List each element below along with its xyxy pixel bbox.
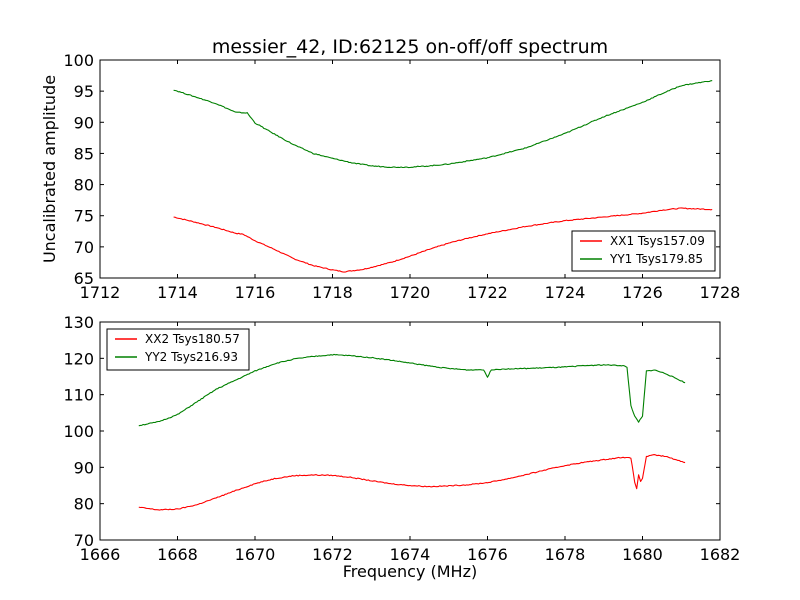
bottom-x-tick-label: 1668	[157, 545, 198, 564]
bottom-legend-box	[106, 328, 250, 371]
bottom-legend: XX2 Tsys180.57 YY2 Tsys216.93	[106, 328, 250, 371]
top-legend: XX1 Tsys157.09 YY1 Tsys179.85	[571, 230, 716, 272]
bottom-x-tick-label: 1680	[622, 545, 663, 564]
bottom-x-tick-label: 1676	[467, 545, 508, 564]
bottom-plot-area	[138, 353, 686, 511]
bottom-legend-label-xx2: XX2 Tsys180.57	[145, 332, 240, 346]
top-y-tick-label: 80	[74, 176, 94, 195]
top-ticks: 1712 1714 1716 1718 1720 1722 1724 1726 1728 65 70…	[63, 51, 740, 302]
top-x-tick-label: 1714	[157, 283, 198, 302]
bottom-x-tick-label: 1678	[545, 545, 586, 564]
top-series-line-xx1	[173, 207, 713, 273]
bottom-series-line-xx2	[138, 454, 686, 511]
top-panel: messier_42, ID:62125 on-off/off spectrum…	[40, 36, 740, 302]
top-y-tick-label: 90	[74, 113, 94, 132]
bottom-y-tick-label: 110	[63, 386, 94, 405]
top-legend-label-xx1: XX1 Tsys157.09	[610, 234, 705, 248]
bottom-y-tick-label: 120	[63, 349, 94, 368]
bottom-x-tick-label: 1682	[700, 545, 741, 564]
bottom-y-tick-label: 70	[74, 531, 94, 550]
bottom-series-line-yy2	[138, 353, 686, 427]
top-y-tick-label: 65	[74, 269, 94, 288]
top-x-tick-label: 1724	[545, 283, 586, 302]
top-x-tick-label: 1726	[622, 283, 663, 302]
top-series-line-yy1	[173, 80, 713, 169]
bottom-x-tick-label: 1666	[80, 545, 121, 564]
bottom-y-tick-label: 100	[63, 422, 94, 441]
bottom-y-tick-label: 130	[63, 313, 94, 332]
top-x-tick-label: 1712	[80, 283, 121, 302]
bottom-x-tick-label: 1670	[235, 545, 276, 564]
top-plot-area	[173, 80, 713, 273]
top-y-tick-label: 75	[74, 207, 94, 226]
bottom-legend-label-yy2: YY2 Tsys216.93	[144, 350, 238, 364]
bottom-y-tick-label: 80	[74, 495, 94, 514]
top-y-tick-label: 95	[74, 82, 94, 101]
top-x-tick-label: 1716	[235, 283, 276, 302]
top-y-tick-label: 70	[74, 238, 94, 257]
top-y-tick-label: 85	[74, 144, 94, 163]
top-legend-box	[571, 230, 716, 272]
top-x-tick-label: 1720	[390, 283, 431, 302]
bottom-x-tick-label: 1674	[390, 545, 431, 564]
bottom-panel: 1666 1668 1670 1672 1674 1676 1678 1680 1682 70 80…	[63, 313, 740, 581]
top-legend-label-yy1: YY1 Tsys179.85	[609, 252, 703, 266]
bottom-ticks: 1666 1668 1670 1672 1674 1676 1678 1680 1682 70 80…	[63, 313, 740, 564]
bottom-x-tick-label: 1672	[312, 545, 353, 564]
top-x-tick-label: 1718	[312, 283, 353, 302]
top-y-tick-label: 100	[63, 51, 94, 70]
y-axis-label: Uncalibrated amplitude	[40, 75, 59, 263]
top-x-tick-label: 1728	[700, 283, 741, 302]
top-x-tick-label: 1722	[467, 283, 508, 302]
x-axis-label: Frequency (MHz)	[343, 562, 477, 581]
chart-title: messier_42, ID:62125 on-off/off spectrum	[212, 36, 608, 58]
bottom-y-tick-label: 90	[74, 458, 94, 477]
